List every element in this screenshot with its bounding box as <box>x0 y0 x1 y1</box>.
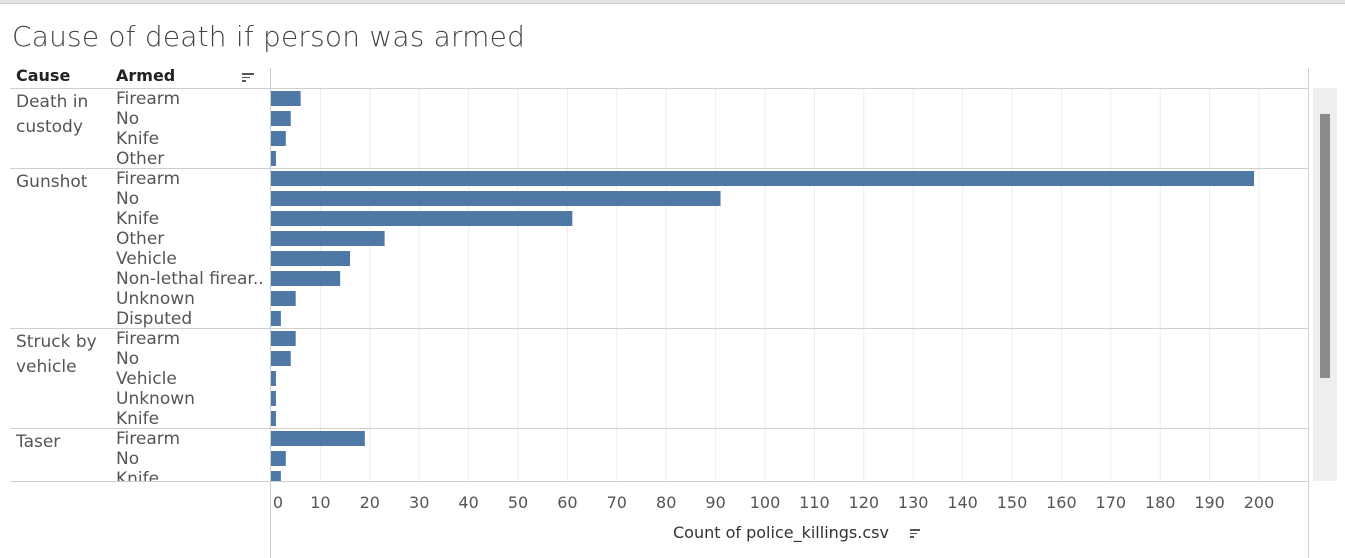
x-tick-label: 10 <box>310 493 330 512</box>
armed-label: Non-lethal firear.. <box>116 269 264 289</box>
armed-label: No <box>116 109 140 129</box>
x-axis: 0 10 20 30 40 50 60 70 80 90 100 110 120 130 140 150 160… <box>273 493 1275 512</box>
x-tick-label: 50 <box>508 493 528 512</box>
axis-right-line <box>1308 68 1309 558</box>
x-tick-label: 120 <box>849 493 880 512</box>
x-tick-label: 20 <box>360 493 380 512</box>
bar[interactable] <box>271 111 291 126</box>
armed-label: Firearm <box>116 429 181 449</box>
sort-icon[interactable] <box>242 73 254 83</box>
armed-label: Firearm <box>116 329 181 349</box>
bar[interactable] <box>271 351 291 366</box>
cause-label: Taser <box>16 430 60 455</box>
bar[interactable] <box>271 431 365 446</box>
x-tick-label: 150 <box>997 493 1028 512</box>
x-tick-label: 70 <box>607 493 627 512</box>
cause-label: Struck by vehicle <box>16 330 97 380</box>
x-tick-label: 60 <box>557 493 577 512</box>
table-body: Death in custody Firearm No Knife Other Gunsho… <box>0 89 1310 481</box>
armed-label: Knife <box>116 209 160 229</box>
armed-label: Unknown <box>116 389 195 409</box>
armed-label: No <box>116 189 140 209</box>
bar[interactable] <box>271 171 1255 186</box>
bar[interactable] <box>271 251 351 266</box>
bar[interactable] <box>271 91 301 106</box>
bar[interactable] <box>271 191 721 206</box>
bar[interactable] <box>271 131 286 146</box>
x-tick-label: 80 <box>656 493 676 512</box>
cause-label-line: Gunshot <box>16 172 88 192</box>
bar[interactable] <box>271 311 281 326</box>
top-border <box>0 0 1345 4</box>
bar[interactable] <box>271 391 276 406</box>
x-tick-label: 180 <box>1145 493 1176 512</box>
bottom-divider <box>10 481 1309 482</box>
bar[interactable] <box>271 331 296 346</box>
x-axis-title: Count of police_killings.csv <box>673 523 889 542</box>
x-tick-label: 190 <box>1194 493 1225 512</box>
armed-label: Knife <box>116 409 160 429</box>
x-tick-label: 40 <box>458 493 478 512</box>
armed-label: Unknown <box>116 289 195 309</box>
cause-label-line: Struck by <box>16 332 97 352</box>
bar-plot <box>10 89 1309 481</box>
x-tick-label: 110 <box>799 493 830 512</box>
x-tick-label: 0 <box>273 493 283 512</box>
armed-label: No <box>116 349 140 369</box>
armed-label: Firearm <box>116 169 181 189</box>
bar[interactable] <box>271 411 276 426</box>
axis-left-line <box>270 68 271 558</box>
cause-label-line: Death in <box>16 92 89 112</box>
bar[interactable] <box>271 231 385 246</box>
x-tick-label: 90 <box>705 493 725 512</box>
cause-label-line: Taser <box>16 432 61 452</box>
armed-label: Vehicle <box>116 369 177 389</box>
bar[interactable] <box>271 451 286 466</box>
armed-label: Knife <box>116 129 160 149</box>
armed-label: No <box>116 449 140 469</box>
bar[interactable] <box>271 211 573 226</box>
cause-label-line: vehicle <box>16 357 77 377</box>
x-tick-label: 100 <box>750 493 781 512</box>
cause-label: Death in custody <box>16 90 88 140</box>
armed-label: Knife <box>116 469 160 481</box>
header-divider <box>10 88 1309 89</box>
axis-sort-icon[interactable] <box>910 529 920 539</box>
bar[interactable] <box>271 151 276 166</box>
x-tick-label: 130 <box>898 493 929 512</box>
column-header-armed[interactable]: Armed <box>116 66 176 85</box>
cause-label-line: custody <box>16 117 83 137</box>
armed-label: Firearm <box>116 89 181 109</box>
bar[interactable] <box>271 291 296 306</box>
armed-label: Other <box>116 149 165 169</box>
bar[interactable] <box>271 271 341 286</box>
x-tick-label: 170 <box>1096 493 1127 512</box>
scrollbar-thumb[interactable] <box>1320 114 1330 378</box>
x-tick-label: 30 <box>409 493 429 512</box>
bar[interactable] <box>271 471 281 481</box>
column-header-cause[interactable]: Cause <box>16 66 71 85</box>
bar[interactable] <box>271 371 276 386</box>
x-tick-label: 200 <box>1244 493 1275 512</box>
armed-label: Disputed <box>116 309 193 329</box>
cause-label: Gunshot <box>16 170 87 195</box>
x-tick-label: 160 <box>1046 493 1077 512</box>
chart-title: Cause of death if person was armed <box>12 20 526 53</box>
x-tick-label: 140 <box>947 493 978 512</box>
armed-label: Vehicle <box>116 249 177 269</box>
armed-label: Other <box>116 229 165 249</box>
